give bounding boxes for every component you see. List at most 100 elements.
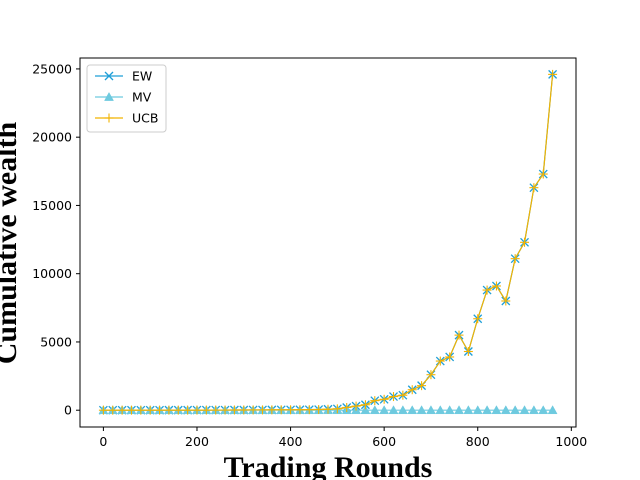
y-axis-title: Cumulative wealth: [0, 121, 23, 364]
data-point-ucb: [398, 390, 408, 400]
data-point-mv: [482, 405, 493, 415]
data-point-mv: [454, 405, 464, 415]
data-point-mv: [444, 405, 455, 415]
x-axis-title: Trading Rounds: [224, 451, 433, 480]
data-point-ucb: [332, 404, 342, 414]
data-point-mv: [435, 405, 446, 415]
plot-frame: [79, 57, 577, 428]
data-point-mv: [491, 405, 502, 415]
data-point-mv: [528, 405, 539, 415]
data-point-ucb: [417, 381, 427, 391]
data-point-mv: [388, 405, 399, 415]
data-point-ucb: [538, 169, 548, 179]
x-tick-label: 800: [466, 434, 490, 449]
y-tick-label: 15000: [32, 198, 72, 213]
legend-item-ucb: UCB: [95, 111, 158, 126]
data-point-ucb: [389, 392, 399, 402]
legend-box: [86, 64, 167, 133]
data-point-mv: [369, 405, 380, 415]
data-point-mv: [500, 405, 511, 415]
data-point-ucb: [342, 402, 352, 412]
data-point-mv: [538, 405, 549, 415]
legend-items: EW MV UCB: [95, 69, 158, 126]
data-point-ucb: [473, 314, 483, 324]
data-point-mv: [379, 405, 390, 415]
data-point-ucb: [295, 405, 305, 415]
data-point-mv: [426, 405, 436, 415]
data-point-ucb: [314, 405, 324, 415]
data-point-ucb: [276, 405, 286, 415]
data-point-ucb: [351, 401, 361, 411]
data-point-ucb: [501, 296, 511, 306]
data-point-mv: [407, 405, 418, 415]
data-point-ucb: [183, 405, 193, 415]
data-point-ucb: [435, 356, 445, 366]
data-point-ucb: [370, 396, 380, 406]
x-tick-label: 600: [372, 434, 396, 449]
data-point-ucb: [548, 69, 558, 79]
data-point-ucb: [286, 405, 296, 415]
data-point-ucb: [136, 405, 146, 415]
data-point-ucb: [463, 347, 473, 357]
y-tick-label: 0: [64, 403, 72, 418]
legend-marker: [104, 91, 114, 101]
data-point-mv: [463, 405, 474, 415]
series-ucb: [98, 69, 558, 415]
data-point-ucb: [211, 405, 221, 415]
y-tick-label: 25000: [32, 61, 72, 76]
legend-label: EW: [132, 69, 152, 84]
data-point-ucb: [117, 405, 127, 415]
legend: EW MV UCB: [86, 64, 167, 133]
x-tick-label: 400: [279, 434, 303, 449]
data-point-ucb: [201, 405, 211, 415]
y-tick-label: 10000: [32, 266, 72, 281]
legend-item-mv: MV: [95, 90, 152, 105]
data-point-ucb: [491, 281, 501, 291]
data-point-ucb: [126, 405, 136, 415]
data-point-ucb: [445, 352, 455, 362]
series-layer: [98, 69, 558, 415]
data-point-ucb: [108, 405, 118, 415]
series-ew: [98, 69, 558, 415]
data-point-ucb: [173, 405, 183, 415]
data-point-ucb: [257, 405, 267, 415]
data-point-mv: [519, 405, 530, 415]
legend-label: UCB: [132, 111, 158, 126]
y-tick-label: 5000: [40, 334, 72, 349]
legend-marker: [104, 113, 114, 123]
data-point-ucb: [407, 385, 417, 395]
x-tick-label: 200: [185, 434, 209, 449]
data-point-ucb: [248, 405, 258, 415]
data-point-ucb: [239, 405, 249, 415]
legend-marker: [104, 71, 114, 81]
y-axis: 0 5000 10000 15000 20000 25000: [32, 61, 80, 418]
data-point-ucb: [323, 404, 333, 414]
x-tick-label: 1000: [555, 434, 587, 449]
data-point-ucb: [267, 405, 277, 415]
data-point-ucb: [360, 400, 370, 410]
data-point-ucb: [529, 183, 539, 193]
data-point-mv: [472, 405, 483, 415]
data-point-ucb: [520, 237, 530, 247]
data-point-ucb: [229, 405, 239, 415]
data-point-ucb: [454, 330, 464, 340]
x-axis: 0 200 400 600 800 1000: [99, 427, 587, 449]
data-point-ucb: [482, 285, 492, 295]
legend-label: MV: [132, 90, 152, 105]
data-point-mv: [416, 405, 427, 415]
x-tick-label: 0: [99, 434, 107, 449]
data-point-mv: [360, 405, 371, 415]
data-point-ucb: [304, 405, 314, 415]
data-point-mv: [547, 405, 558, 415]
data-point-ucb: [510, 254, 520, 264]
legend-item-ew: EW: [95, 69, 152, 84]
series-line-ucb: [103, 74, 554, 411]
data-point-ucb: [98, 405, 108, 415]
data-point-ucb: [379, 394, 389, 404]
data-point-ucb: [164, 405, 174, 415]
data-point-ucb: [192, 405, 202, 415]
data-point-ucb: [145, 405, 155, 415]
data-point-ucb: [426, 370, 436, 380]
data-point-mv: [510, 405, 521, 415]
